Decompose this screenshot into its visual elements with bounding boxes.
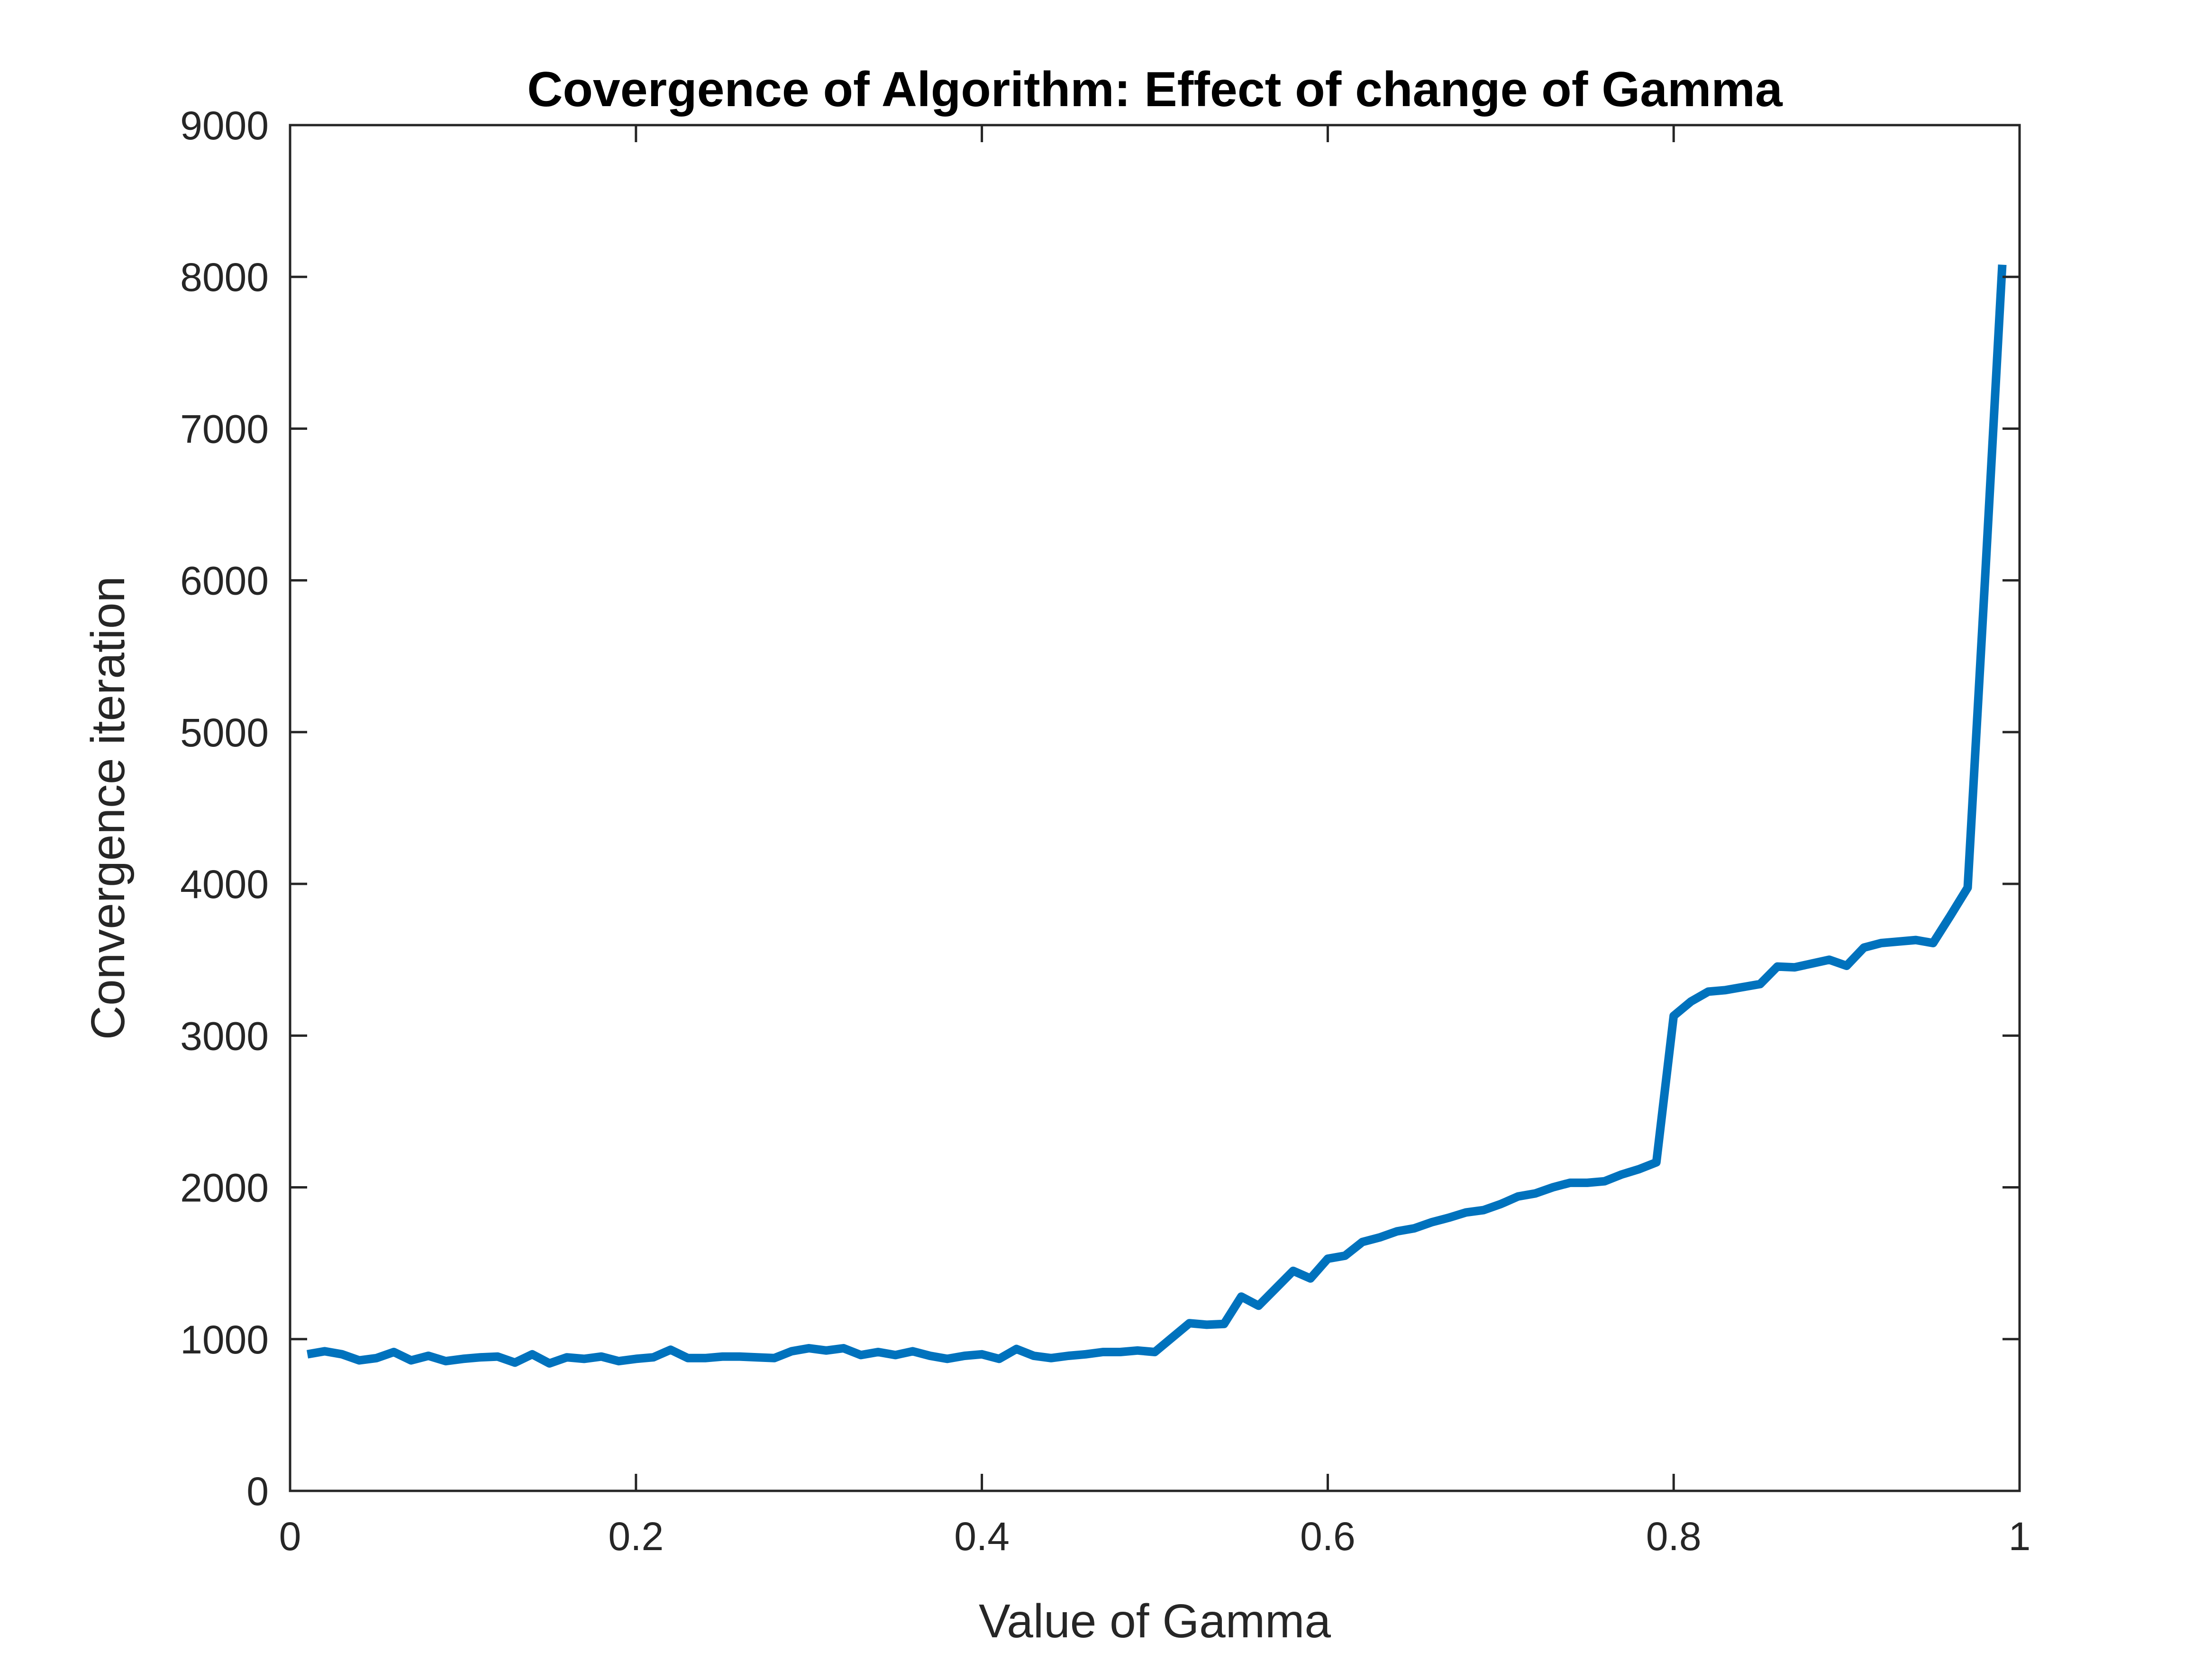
chart-title: Covergence of Algorithm: Effect of chang… — [527, 62, 1783, 117]
y-tick-label: 1000 — [180, 1317, 269, 1362]
x-tick-label: 0.6 — [1300, 1514, 1356, 1559]
x-tick-label: 1 — [2009, 1514, 2031, 1559]
series-line-0 — [306, 264, 2007, 1368]
y-tick-label: 6000 — [180, 559, 269, 603]
y-tick-label: 7000 — [180, 407, 269, 451]
x-tick-label: 0.4 — [954, 1514, 1010, 1559]
y-tick-label: 9000 — [180, 103, 269, 148]
x-tick-label: 0.2 — [608, 1514, 664, 1559]
y-axis-label: Convergence iteration — [82, 576, 135, 1040]
y-tick-label: 8000 — [180, 255, 269, 300]
x-tick-label: 0.8 — [1646, 1514, 1702, 1559]
y-tick-label: 5000 — [180, 710, 269, 755]
axes-box — [289, 124, 2021, 1492]
y-tick-label: 3000 — [180, 1014, 269, 1058]
y-tick-label: 2000 — [180, 1166, 269, 1210]
x-axis-label: Value of Gamma — [979, 1595, 1331, 1648]
y-tick-label: 4000 — [180, 862, 269, 907]
y-tick-label: 0 — [246, 1469, 269, 1514]
plot-area: 0 0.2 0.4 0.6 0.8 1 0 1000 2000 3000 4000 5000 6000 7… — [180, 103, 2030, 1559]
x-tick-label: 0 — [279, 1514, 301, 1559]
